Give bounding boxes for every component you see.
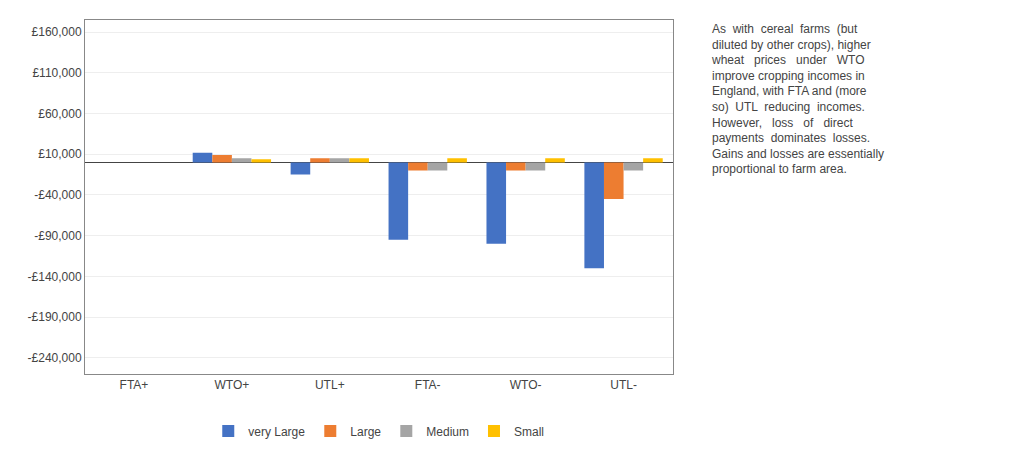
svg-text:UTL-: UTL- [610,378,637,392]
svg-text:-£40,000: -£40,000 [34,188,82,202]
svg-text:very Large: very Large [248,425,305,439]
svg-text:As with cereal farms (butd: As with cereal farms (butdiluted by othe… [711,22,884,176]
svg-text:FTA-: FTA- [415,378,441,392]
svg-text:£60,000: £60,000 [38,107,82,121]
svg-text:£110,000: £110,000 [32,66,81,80]
svg-text:Small: Small [514,425,544,439]
svg-text:-£240,000: -£240,000 [28,351,82,365]
svg-text:-£190,000: -£190,000 [28,310,82,324]
svg-text:UTL+: UTL+ [315,378,345,392]
svg-text:£10,000: £10,000 [38,147,82,161]
svg-text:£160,000: £160,000 [32,25,82,39]
svg-text:WTO-: WTO- [510,378,542,392]
svg-text:-£140,000: -£140,000 [28,270,82,284]
svg-text:WTO+: WTO+ [214,378,249,392]
svg-text:Large: Large [350,425,381,439]
svg-text:-£90,000: -£90,000 [34,229,82,243]
svg-text:FTA+: FTA+ [120,378,149,392]
svg-text:Medium: Medium [426,425,469,439]
